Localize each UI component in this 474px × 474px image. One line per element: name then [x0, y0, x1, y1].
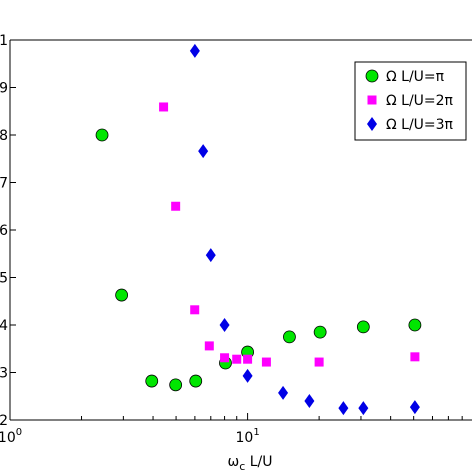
point: [145, 374, 159, 388]
point: [204, 341, 214, 351]
y-tick-label: 0.2: [0, 413, 8, 429]
x-tick-label: 100: [0, 427, 22, 446]
y-tick-label: 0.3: [0, 366, 8, 382]
point: [358, 401, 369, 416]
legend-label: Ω L/U=π: [386, 69, 445, 85]
point: [409, 400, 420, 415]
legend-label: Ω L/U=2π: [386, 93, 454, 109]
point: [243, 354, 253, 364]
point: [367, 117, 377, 131]
x-label-rest: L/U: [245, 454, 272, 470]
point: [367, 95, 377, 105]
x-tick-base: 10: [235, 430, 253, 446]
point: [242, 368, 253, 383]
point: [198, 144, 209, 159]
y-tick-label: 0.6: [0, 223, 8, 239]
y-tick-label: 0.9: [0, 81, 8, 97]
point: [190, 305, 200, 315]
point: [283, 330, 296, 344]
y-tick-label: 0.5: [0, 271, 8, 287]
point: [365, 69, 379, 83]
y-tick-label: 0.4: [0, 318, 8, 334]
point: [159, 102, 169, 112]
point: [205, 248, 216, 263]
x-tick-exponent: 1: [253, 427, 259, 438]
y-tick-label: 0.7: [0, 176, 8, 192]
point: [232, 354, 242, 364]
point: [189, 43, 200, 58]
point: [356, 320, 370, 334]
point: [408, 318, 422, 332]
legend-label: Ω L/U=3π: [386, 117, 454, 133]
point: [169, 378, 183, 392]
y-tick-label: 0.8: [0, 128, 8, 144]
point: [220, 353, 230, 363]
y-tick-label: 1: [0, 33, 8, 49]
point: [410, 352, 420, 362]
x-label-subscript: c: [239, 460, 245, 473]
point: [313, 325, 327, 339]
point: [95, 128, 109, 142]
x-label-symbol: ω: [227, 454, 239, 470]
point: [304, 394, 315, 408]
point: [314, 357, 324, 367]
x-tick-label: 101: [235, 427, 259, 446]
point: [115, 288, 129, 302]
point: [171, 201, 181, 211]
point: [189, 374, 203, 388]
point: [338, 401, 349, 416]
x-tick-base: 10: [0, 430, 16, 446]
x-tick-exponent: 0: [16, 427, 22, 438]
point: [261, 357, 271, 367]
x-axis-label: ωc L/U: [227, 454, 272, 473]
point: [219, 318, 230, 332]
point: [278, 385, 289, 400]
